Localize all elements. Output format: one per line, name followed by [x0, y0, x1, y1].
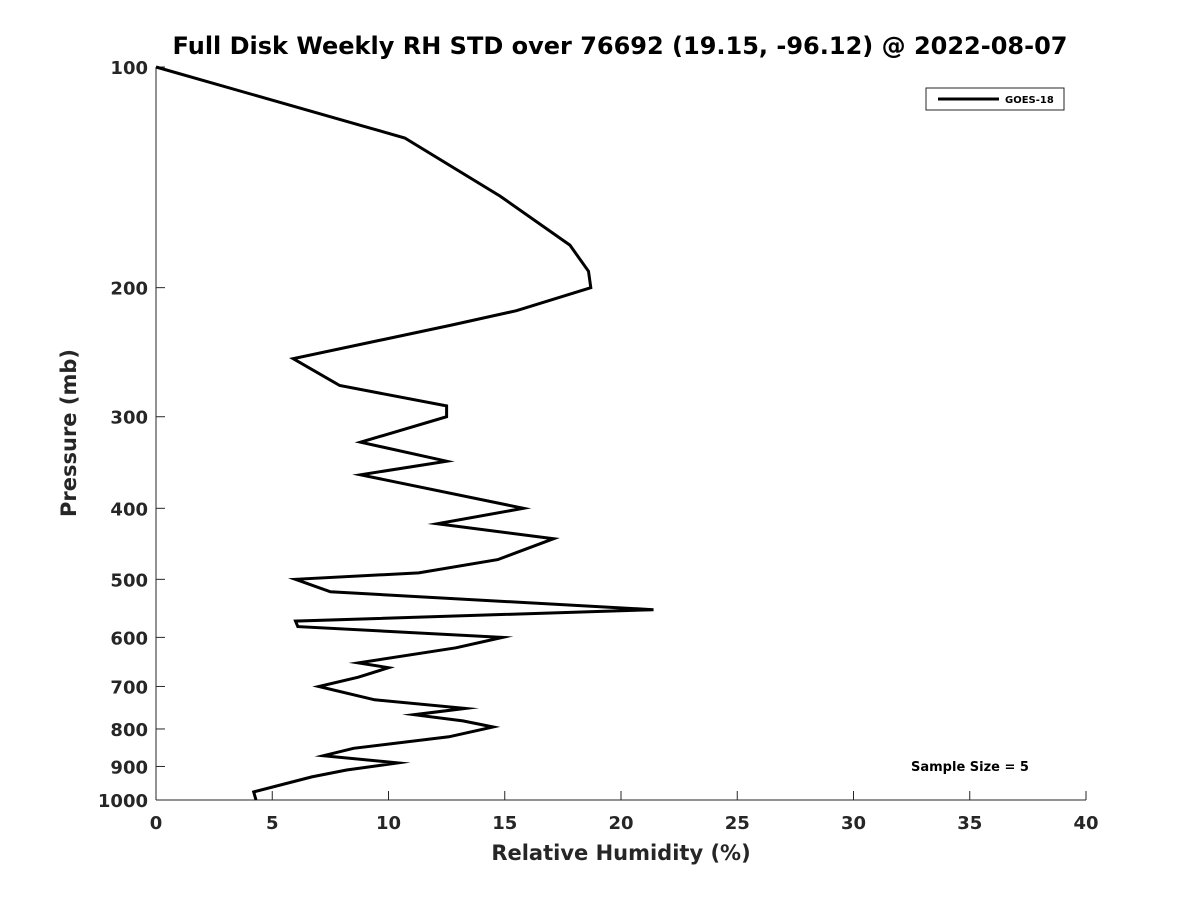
x-tick-label-0: 0: [150, 813, 163, 834]
legend: GOES-18: [925, 87, 1065, 111]
x-tick-label-20: 20: [608, 813, 633, 834]
y-tick-label-800: 800: [110, 720, 148, 741]
y-tick-label-700: 700: [110, 677, 148, 698]
y-ticks: 100 200 300 400 500 600 700 800 900 1000: [98, 58, 165, 812]
y-axis-label: Pressure (mb): [57, 349, 81, 517]
y-tick-label-600: 600: [110, 628, 148, 649]
x-tick-label-35: 35: [957, 813, 982, 834]
x-tick-label-25: 25: [725, 813, 750, 834]
y-tick-label-300: 300: [110, 408, 148, 429]
x-ticks: 0 5 10 15 20 25 30 35 40: [150, 791, 1099, 834]
x-tick-label-40: 40: [1073, 813, 1098, 834]
y-tick-label-900: 900: [110, 757, 148, 778]
y-tick-label-500: 500: [110, 570, 148, 591]
series-layer: [155, 65, 654, 801]
series-line-goes-18: [155, 65, 654, 801]
x-tick-label-5: 5: [266, 813, 279, 834]
y-tick-label-100: 100: [110, 58, 148, 79]
y-tick-label-400: 400: [110, 499, 148, 520]
legend-label: GOES-18: [1005, 95, 1054, 106]
x-tick-label-15: 15: [492, 813, 517, 834]
y-tick-label-200: 200: [110, 279, 148, 300]
plot-area: [155, 67, 1086, 801]
x-axis-label: Relative Humidity (%): [491, 841, 750, 865]
y-tick-label-1000: 1000: [98, 791, 148, 812]
sample-size-annotation: Sample Size = 5: [911, 760, 1029, 775]
chart-title: Full Disk Weekly RH STD over 76692 (19.1…: [173, 32, 1068, 60]
x-tick-label-10: 10: [376, 813, 401, 834]
x-tick-label-30: 30: [841, 813, 866, 834]
